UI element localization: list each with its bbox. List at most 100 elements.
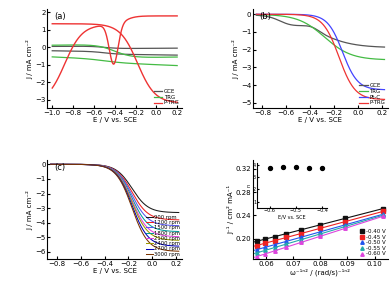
1500 rpm [160,223,165,226]
P-TRG [276,13,281,16]
-0.45 V [272,239,277,243]
Line: P-TRG: P-TRG [256,14,385,100]
2100 rpm [176,235,181,238]
TRG [254,13,259,16]
2700 rpm [103,165,108,169]
1200 rpm [160,217,165,221]
-0.55 V [263,249,267,252]
-0.40 V [254,240,259,243]
GCE [366,44,370,48]
P-TRG [303,14,308,17]
Line: TRG: TRG [256,15,385,60]
1500 rpm [174,224,179,227]
P-TRG [254,13,259,16]
Line: GCE: GCE [256,15,385,47]
-0.55 V [284,242,289,246]
1200 rpm [71,162,75,166]
-0.45 V [284,236,289,239]
2400 rpm [160,237,165,240]
Line: 2400 rpm: 2400 rpm [51,164,179,240]
Pt-C [379,88,384,91]
GCE [269,16,273,19]
Pt-C [269,13,273,16]
3000 rpm [160,248,165,252]
P-TRG [366,96,370,99]
-0.60 V [254,255,259,258]
P-TRG [379,97,384,101]
GCE [276,18,281,22]
2700 rpm [63,162,67,166]
GCE [379,45,384,49]
TRG [309,25,313,28]
Legend: -0.40 V, -0.45 V, -0.50 V, -0.55 V, -0.60 V: -0.40 V, -0.45 V, -0.50 V, -0.55 V, -0.6… [359,229,385,257]
X-axis label: ω⁻¹ⁿ² / (rad/s)⁻¹ⁿ²: ω⁻¹ⁿ² / (rad/s)⁻¹ⁿ² [290,268,350,276]
Line: 1500 rpm: 1500 rpm [51,164,179,226]
2400 rpm [48,162,53,166]
-0.55 V [254,251,259,255]
Line: -0.55 V: -0.55 V [255,214,385,255]
1500 rpm [48,162,53,166]
Text: (b): (b) [260,12,271,21]
2700 rpm [174,244,179,248]
-0.40 V [284,232,289,235]
3000 rpm [63,162,67,166]
1500 rpm [103,164,108,168]
-0.60 V [343,226,348,230]
2400 rpm [98,164,102,167]
-0.40 V [299,228,303,232]
GCE [303,24,308,28]
Pt-C [309,14,313,17]
Y-axis label: J⁻¹ / cm² mA⁻¹: J⁻¹ / cm² mA⁻¹ [227,185,234,234]
1500 rpm [98,164,102,167]
Y-axis label: J / mA cm⁻²: J / mA cm⁻² [232,39,240,79]
Line: -0.50 V: -0.50 V [255,212,385,252]
Pt-C [366,86,370,89]
Pt-C [382,88,387,91]
3000 rpm [48,162,53,166]
Legend: GCE, TRG, Pt-C, P-TRG: GCE, TRG, Pt-C, P-TRG [359,83,385,105]
1200 rpm [98,164,102,167]
900 rpm [103,164,108,168]
TRG [366,57,370,60]
Line: -0.60 V: -0.60 V [255,215,385,258]
-0.60 V [380,215,385,218]
Line: -0.40 V: -0.40 V [255,207,385,243]
-0.40 V [318,223,322,227]
3000 rpm [176,249,181,253]
3000 rpm [103,165,108,169]
2400 rpm [174,238,179,242]
Line: 2100 rpm: 2100 rpm [51,164,179,237]
2700 rpm [98,164,102,167]
2100 rpm [71,163,75,166]
-0.50 V [272,243,277,246]
TRG [269,13,273,17]
-0.40 V [272,235,277,238]
Text: (a): (a) [54,12,65,21]
900 rpm [176,211,181,214]
1800 rpm [71,163,75,166]
-0.45 V [343,220,348,224]
P-TRG [309,15,313,18]
1500 rpm [176,224,181,227]
1500 rpm [71,162,75,166]
-0.50 V [318,230,322,234]
1200 rpm [48,162,53,166]
-0.40 V [263,238,267,241]
1800 rpm [63,162,67,166]
900 rpm [98,163,102,167]
Pt-C [276,13,281,16]
-0.50 V [343,223,348,226]
-0.40 V [343,217,348,220]
-0.55 V [318,232,322,236]
-0.60 V [318,235,322,238]
-0.60 V [284,245,289,249]
-0.45 V [318,227,322,230]
-0.45 V [263,241,267,245]
3000 rpm [174,249,179,253]
-0.50 V [263,246,267,249]
900 rpm [174,211,179,214]
Text: (c): (c) [54,163,65,172]
Line: 1200 rpm: 1200 rpm [51,164,179,220]
-0.55 V [299,238,303,241]
2400 rpm [103,165,108,169]
